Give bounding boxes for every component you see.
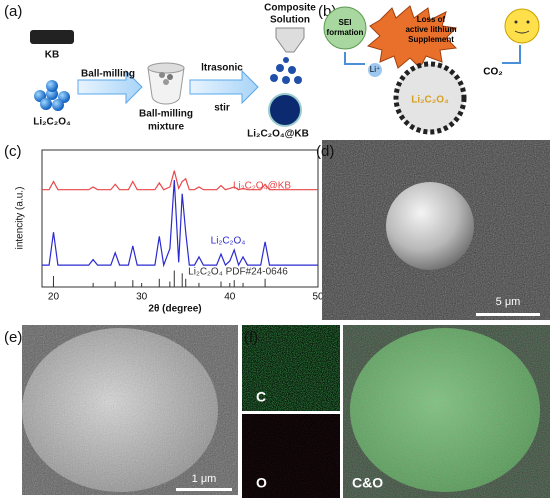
sei-label: formation	[327, 28, 364, 37]
plot-frame	[41, 149, 319, 288]
series-line	[42, 180, 318, 268]
x-tick-label: 20	[48, 292, 60, 303]
mixture-label: mixture	[148, 122, 185, 133]
sem-texture	[22, 325, 238, 495]
gas-label: CO₂	[483, 67, 502, 78]
arrow	[189, 69, 259, 105]
scale-bar	[176, 488, 232, 491]
step-label: ltrasonic	[201, 63, 243, 74]
panel-label: (c)	[4, 143, 22, 160]
panel-c: (c) 2θ (degree) intencity (a.u.) 20 30 40 5…	[4, 143, 324, 315]
panel-e: (e) 1 μm	[4, 325, 238, 495]
smiley	[504, 8, 540, 44]
panel-label: (a)	[4, 3, 22, 20]
ion-circle	[368, 63, 382, 77]
panel-a: (a) KB Li₂C₂O₄ Ball-milling Ball-milling…	[4, 3, 316, 140]
mortar	[147, 67, 185, 105]
particle-label: Li₂C₂O₄	[411, 95, 449, 106]
map-label: C	[256, 389, 266, 405]
series-label: Li₂C₂O₄	[211, 236, 246, 247]
series-line	[42, 170, 318, 191]
li2c2o4-label: Li₂C₂O₄	[33, 117, 71, 128]
scale-label: 5 μm	[496, 296, 521, 308]
sei-circle	[323, 6, 367, 50]
x-tick-label: 30	[136, 292, 148, 303]
product-sphere	[268, 93, 302, 127]
step-label: Ball-milling	[81, 69, 135, 80]
particle	[393, 61, 467, 135]
loss-label: Loss of	[417, 15, 446, 24]
sphere	[386, 182, 474, 270]
panel-f: C O C&O (f)	[242, 325, 550, 498]
map-label: O	[256, 475, 267, 491]
panel-b: (b) SEI formation Loss of active lithium…	[318, 3, 540, 135]
solution-label: Solution	[270, 15, 310, 26]
panel-label: (f)	[244, 329, 258, 346]
panel-label: (d)	[316, 143, 334, 160]
li2c2o4-balls	[34, 80, 70, 111]
solution-label: Composite	[264, 3, 316, 14]
scale-bar	[476, 313, 540, 316]
step-label: stir	[214, 103, 230, 114]
ion-label: Li⁺	[370, 65, 380, 74]
kb-label: KB	[45, 50, 59, 61]
x-axis-label: 2θ (degree)	[148, 304, 201, 315]
mortar-rim	[147, 62, 185, 74]
droplets	[270, 57, 302, 84]
series-label: Li₂C₂O₄@KB	[233, 181, 291, 192]
loss-burst	[366, 5, 458, 69]
mixture-label: Ball-milling	[139, 109, 193, 120]
product-label: Li₂C₂O₄@KB	[247, 129, 309, 140]
series-label: Li₂C₂O₄ PDF#24-0646	[188, 267, 288, 278]
map-label: C&O	[352, 475, 383, 491]
loss-label: Supplement	[408, 35, 454, 44]
funnel	[275, 27, 305, 53]
panel-d: (d) 5 μm	[316, 140, 550, 320]
sei-label: SEI	[339, 18, 352, 27]
kb-slab	[30, 30, 74, 44]
scale-label: 1 μm	[192, 473, 217, 485]
arrow	[77, 69, 143, 105]
arrow	[344, 52, 365, 65]
y-axis-label: intencity (a.u.)	[15, 187, 26, 250]
x-tick-label: 40	[224, 292, 236, 303]
panel-label: (e)	[4, 329, 22, 346]
x-tick-label: 50	[312, 292, 324, 303]
loss-label: active lithium	[405, 25, 456, 34]
